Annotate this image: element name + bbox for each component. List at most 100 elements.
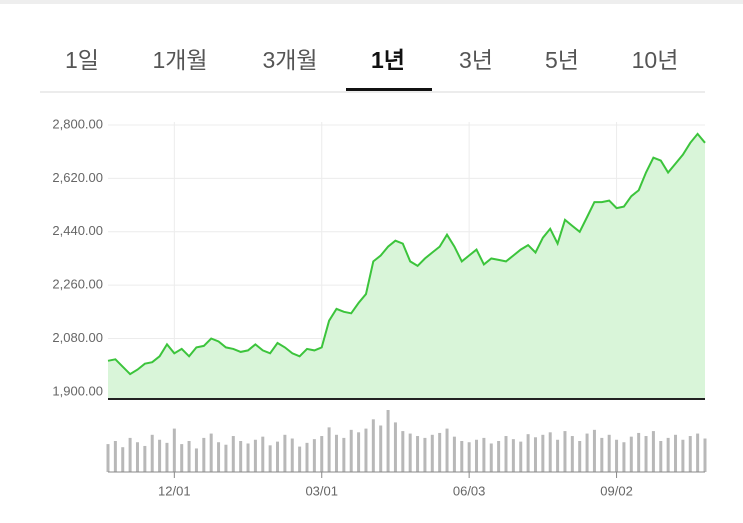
- tab[interactable]: 5년: [545, 47, 579, 73]
- volume-bar: [637, 432, 641, 472]
- volume-bar: [688, 436, 692, 472]
- volume-bar: [570, 436, 574, 472]
- volume-bar: [556, 439, 560, 472]
- volume-bar: [106, 444, 110, 472]
- volume-bar: [548, 432, 552, 472]
- volume-bar: [659, 441, 663, 472]
- x-tick-label: 09/02: [600, 483, 633, 498]
- top-strip: [0, 0, 743, 4]
- volume-bar: [393, 422, 397, 472]
- volume-bar: [430, 434, 434, 472]
- volume-bar: [342, 437, 346, 472]
- volume-bar: [379, 425, 383, 472]
- price-area: [108, 133, 705, 399]
- volume-bar: [261, 436, 265, 472]
- volume-bar: [334, 434, 338, 472]
- volume-bar: [408, 433, 412, 472]
- volume-bar: [445, 428, 449, 472]
- volume-bar: [585, 433, 589, 472]
- volume-bar: [268, 445, 272, 472]
- volume-bar: [165, 442, 169, 472]
- volume-bar: [696, 433, 700, 472]
- volume-bar: [703, 438, 707, 472]
- volume-bar: [202, 437, 206, 472]
- volume-bar: [320, 436, 324, 472]
- volume-bar: [386, 410, 390, 472]
- active-underline: [346, 88, 432, 91]
- tab-bar: 1일 1개월 3개월 1년 3년 5년 10년: [65, 47, 678, 91]
- volume-bar: [452, 436, 456, 472]
- volume-bar: [644, 436, 648, 472]
- volume-bar: [674, 434, 678, 472]
- volume-bar: [533, 437, 537, 472]
- y-tick-label: 2,080.00: [52, 330, 103, 345]
- volume-bar: [401, 431, 405, 472]
- volume-bar: [475, 439, 479, 472]
- volume-bar: [150, 434, 154, 472]
- volume-bar: [526, 434, 530, 472]
- x-tick-label: 12/01: [158, 483, 191, 498]
- volume-bar: [305, 442, 309, 472]
- volume-bar: [283, 434, 287, 472]
- tab[interactable]: 1일: [65, 47, 99, 73]
- volume-bar: [239, 441, 243, 472]
- volume-bar: [113, 441, 117, 472]
- volume-bar: [681, 439, 685, 472]
- volume-bar: [629, 436, 633, 472]
- volume-bar: [158, 439, 162, 472]
- volume-bar: [312, 439, 316, 472]
- volume-bar: [298, 446, 302, 472]
- volume-bar: [187, 441, 191, 472]
- volume-bar: [231, 436, 235, 472]
- volume-bar: [290, 438, 294, 472]
- volume-bar: [135, 442, 139, 472]
- volume-bar: [253, 439, 257, 472]
- volume-bar: [143, 445, 147, 472]
- volume-bar: [615, 439, 619, 472]
- volume-bar: [622, 442, 626, 472]
- volume-bar: [651, 431, 655, 472]
- volume-bar: [423, 437, 427, 472]
- volume-bar: [246, 443, 250, 472]
- volume-bar: [217, 442, 221, 472]
- tab[interactable]: 3년: [459, 47, 493, 73]
- volume-bar: [497, 441, 501, 472]
- volume-bar: [364, 428, 368, 472]
- volume-bar: [276, 441, 280, 472]
- volume-bar: [121, 447, 125, 472]
- volume-bar: [511, 439, 515, 472]
- volume-bar: [327, 427, 331, 472]
- volume-bar: [416, 436, 420, 472]
- tab[interactable]: 1개월: [152, 47, 207, 73]
- volume-bar: [600, 437, 604, 472]
- x-tick-label: 03/01: [305, 483, 338, 498]
- tab[interactable]: 10년: [632, 47, 679, 73]
- tab[interactable]: 3개월: [262, 47, 317, 73]
- volume-bar: [371, 419, 375, 472]
- volume-bar: [592, 429, 596, 472]
- volume-bar: [180, 444, 184, 472]
- tab[interactable]: 1년: [371, 47, 405, 73]
- volume-bar: [224, 444, 228, 472]
- volume-bar: [504, 436, 508, 472]
- y-tick-label: 2,620.00: [52, 170, 103, 185]
- volume-bar: [467, 442, 471, 472]
- volume-bar: [349, 429, 353, 472]
- volume-bar: [519, 441, 523, 472]
- volume-bar: [489, 443, 493, 472]
- volume-bar: [541, 434, 545, 472]
- volume-bar: [607, 434, 611, 472]
- volume-bar: [128, 437, 132, 472]
- volume-bar: [438, 432, 442, 472]
- volume-bar: [172, 428, 176, 472]
- volume-bar: [357, 432, 361, 472]
- price-line: [107, 132, 706, 376]
- volume-bar: [460, 441, 464, 472]
- y-tick-label: 2,260.00: [52, 277, 103, 292]
- volume-bar: [563, 431, 567, 472]
- volume-bar: [482, 437, 486, 472]
- y-tick-label: 1,900.00: [52, 383, 103, 398]
- volume-bar: [194, 448, 198, 472]
